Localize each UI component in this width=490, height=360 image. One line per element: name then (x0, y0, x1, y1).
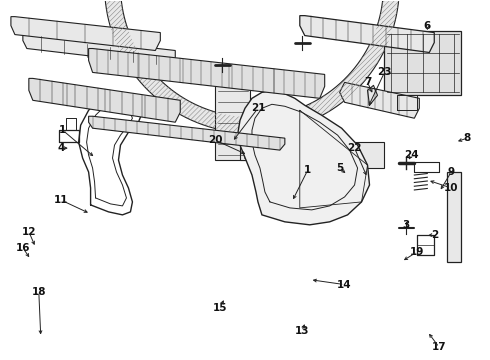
Text: 16: 16 (16, 243, 30, 253)
Text: 15: 15 (213, 302, 227, 312)
Text: 5: 5 (336, 163, 343, 173)
Polygon shape (447, 172, 461, 262)
Text: 19: 19 (410, 247, 424, 257)
Text: 3: 3 (403, 220, 410, 230)
Text: 2: 2 (431, 230, 438, 240)
Text: 23: 23 (377, 67, 392, 77)
Polygon shape (215, 75, 250, 160)
Text: 1: 1 (304, 165, 311, 175)
Text: 21: 21 (251, 103, 265, 113)
Polygon shape (29, 78, 180, 122)
Text: 8: 8 (464, 133, 471, 143)
Polygon shape (89, 116, 285, 150)
Text: 11: 11 (53, 195, 68, 205)
Polygon shape (240, 145, 310, 160)
Text: 13: 13 (294, 327, 309, 336)
Text: 18: 18 (31, 287, 46, 297)
Text: 20: 20 (208, 135, 222, 145)
Polygon shape (104, 0, 399, 133)
Text: 4: 4 (57, 143, 64, 153)
Polygon shape (385, 31, 461, 95)
Text: 14: 14 (337, 280, 352, 289)
Polygon shape (89, 49, 325, 98)
Text: 24: 24 (404, 150, 418, 160)
Polygon shape (11, 17, 160, 50)
Polygon shape (340, 82, 419, 118)
Text: 1: 1 (59, 125, 66, 135)
Text: 10: 10 (444, 183, 459, 193)
Text: 6: 6 (424, 21, 431, 31)
Text: 22: 22 (347, 143, 362, 153)
Text: 17: 17 (432, 342, 446, 352)
Polygon shape (300, 15, 434, 53)
Text: 9: 9 (448, 167, 455, 177)
Polygon shape (23, 33, 175, 66)
Polygon shape (344, 142, 385, 168)
Text: 7: 7 (364, 77, 371, 87)
Text: 12: 12 (22, 227, 36, 237)
Polygon shape (238, 90, 369, 225)
